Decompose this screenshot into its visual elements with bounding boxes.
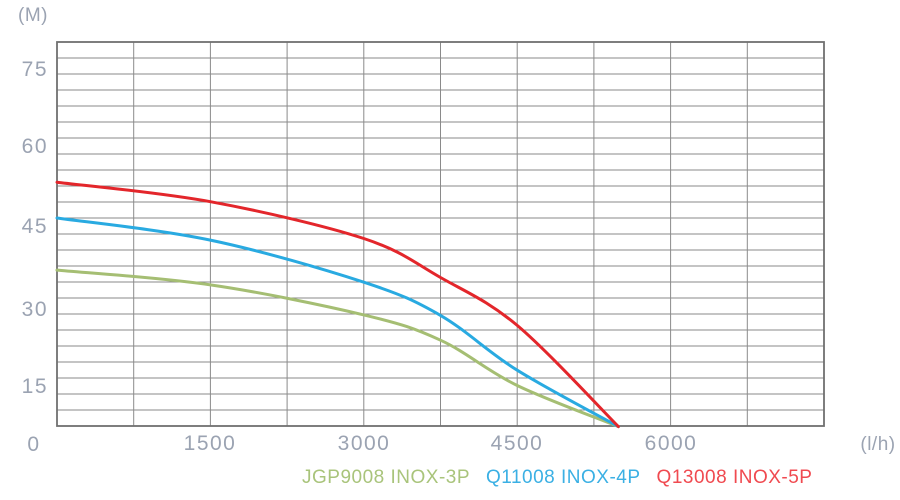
y-tick-30: 30 [21,298,48,321]
y-tick-75: 75 [21,58,48,81]
y-tick-45: 45 [21,215,48,238]
axis-origin-label: 0 [27,433,41,456]
x-tick-6000: 6000 [644,432,698,455]
x-tick-4500: 4500 [490,432,544,455]
legend-item-q13008-inox-5p: Q13008 INOX-5P [656,467,813,488]
y-axis-unit-label: (M) [18,5,48,26]
pump-curve-q11008-inox-4p [55,216,620,429]
pump-curve-q13008-inox-5p [55,180,620,429]
plot-border [56,41,825,427]
x-tick-3000: 3000 [337,432,391,455]
y-tick-60: 60 [21,135,48,158]
y-tick-15: 15 [21,375,48,398]
x-axis-unit-label: (l/h) [860,434,896,455]
x-tick-1500: 1500 [183,432,237,455]
legend-item-q11008-inox-4p: Q11008 INOX-4P [486,467,641,488]
pump-curve-jgp9008-inox-3p [55,268,620,429]
legend-item-jgp9008-inox-3p: JGP9008 INOX-3P [302,467,471,488]
chart-legend: JGP9008 INOX-3P Q11008 INOX-4P Q13008 IN… [302,466,812,490]
